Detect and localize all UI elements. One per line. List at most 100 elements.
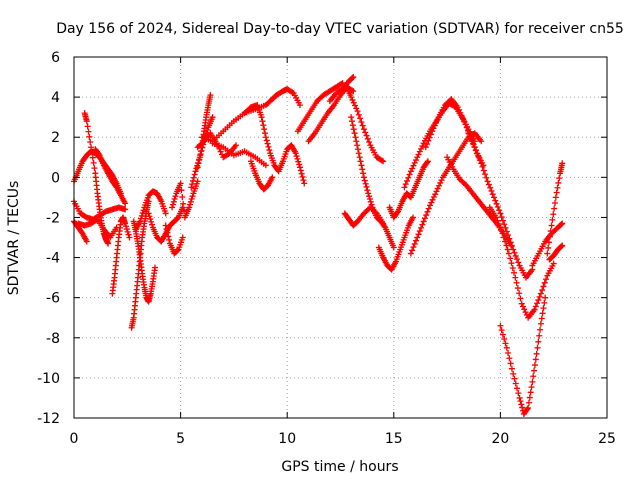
data-point xyxy=(467,135,474,142)
data-point xyxy=(122,206,129,213)
data-point xyxy=(501,221,508,228)
series-sat-s xyxy=(247,158,276,193)
data-point xyxy=(437,179,444,186)
data-point xyxy=(510,246,517,253)
data-point xyxy=(498,214,505,221)
y-tick-label: 0 xyxy=(51,170,60,186)
data-point xyxy=(514,256,521,263)
data-point xyxy=(264,140,271,147)
data-point xyxy=(261,126,268,133)
data-point xyxy=(527,389,534,396)
data-point xyxy=(549,216,556,223)
data-point xyxy=(266,147,273,154)
data-point xyxy=(416,228,423,235)
data-point xyxy=(495,220,502,227)
data-point xyxy=(297,167,304,174)
y-tick-label: -8 xyxy=(46,331,60,347)
data-point xyxy=(536,332,543,339)
data-point xyxy=(518,300,525,307)
data-point xyxy=(357,115,364,122)
data-point xyxy=(519,404,526,411)
data-point xyxy=(410,244,417,251)
data-point xyxy=(259,118,266,125)
x-tick-label: 20 xyxy=(491,431,509,447)
data-point xyxy=(502,340,509,347)
ticks-layer xyxy=(73,56,608,419)
data-point xyxy=(479,163,486,170)
data-point xyxy=(556,175,563,182)
data-point xyxy=(90,159,97,166)
series-sat-ak xyxy=(546,242,566,263)
data-point xyxy=(123,226,130,233)
data-point xyxy=(540,283,547,290)
series-sat-l xyxy=(169,178,201,221)
data-point xyxy=(424,158,431,165)
data-point xyxy=(454,104,461,111)
data-point xyxy=(421,215,428,222)
data-point xyxy=(466,133,473,140)
data-point xyxy=(105,240,112,247)
data-point xyxy=(194,164,201,171)
data-point xyxy=(471,144,478,151)
data-point xyxy=(531,306,538,313)
data-point xyxy=(162,210,169,217)
data-point xyxy=(494,217,501,224)
data-point xyxy=(262,162,269,169)
data-point xyxy=(512,274,519,281)
data-point xyxy=(505,232,512,239)
data-point xyxy=(296,164,303,171)
data-point xyxy=(493,214,500,221)
series-sat-q xyxy=(209,140,269,169)
data-point xyxy=(196,156,203,163)
data-point xyxy=(295,158,302,165)
data-point xyxy=(140,207,147,214)
data-point xyxy=(488,187,495,194)
data-point xyxy=(357,158,364,165)
data-point xyxy=(353,138,360,145)
y-tick-label: -4 xyxy=(46,251,60,267)
data-point xyxy=(349,74,356,81)
data-point xyxy=(503,344,510,351)
data-point xyxy=(492,197,499,204)
data-point xyxy=(498,227,505,234)
data-point xyxy=(553,189,560,196)
series-sat-af xyxy=(465,130,536,281)
data-point xyxy=(502,224,509,231)
data-point xyxy=(533,350,540,357)
data-point xyxy=(296,161,303,168)
data-point xyxy=(378,157,385,164)
data-point xyxy=(113,224,120,231)
data-point xyxy=(359,122,366,129)
data-point xyxy=(512,380,519,387)
data-point xyxy=(469,138,476,145)
data-point xyxy=(360,170,367,177)
data-point xyxy=(419,143,426,150)
data-point xyxy=(545,244,552,251)
data-point xyxy=(434,185,441,192)
data-point xyxy=(499,217,506,224)
data-point xyxy=(88,144,95,151)
data-point xyxy=(170,198,177,205)
y-tick-label: 2 xyxy=(51,130,60,146)
data-point xyxy=(508,365,515,372)
data-point xyxy=(137,218,144,225)
data-point xyxy=(180,200,187,207)
data-point xyxy=(192,168,199,175)
data-point xyxy=(366,193,373,200)
series-sat-y xyxy=(341,204,387,229)
data-point xyxy=(209,114,216,121)
data-point xyxy=(461,118,468,125)
data-point xyxy=(433,188,440,195)
data-point xyxy=(411,159,418,166)
data-point xyxy=(541,299,548,306)
data-point xyxy=(457,109,464,116)
data-point xyxy=(412,157,419,164)
data-point xyxy=(535,338,542,345)
x-tick-label: 5 xyxy=(176,431,185,447)
data-point xyxy=(482,171,489,178)
data-point xyxy=(499,331,506,338)
data-point xyxy=(405,174,412,181)
data-point xyxy=(419,221,426,228)
data-point xyxy=(430,125,437,132)
data-point xyxy=(499,230,506,237)
